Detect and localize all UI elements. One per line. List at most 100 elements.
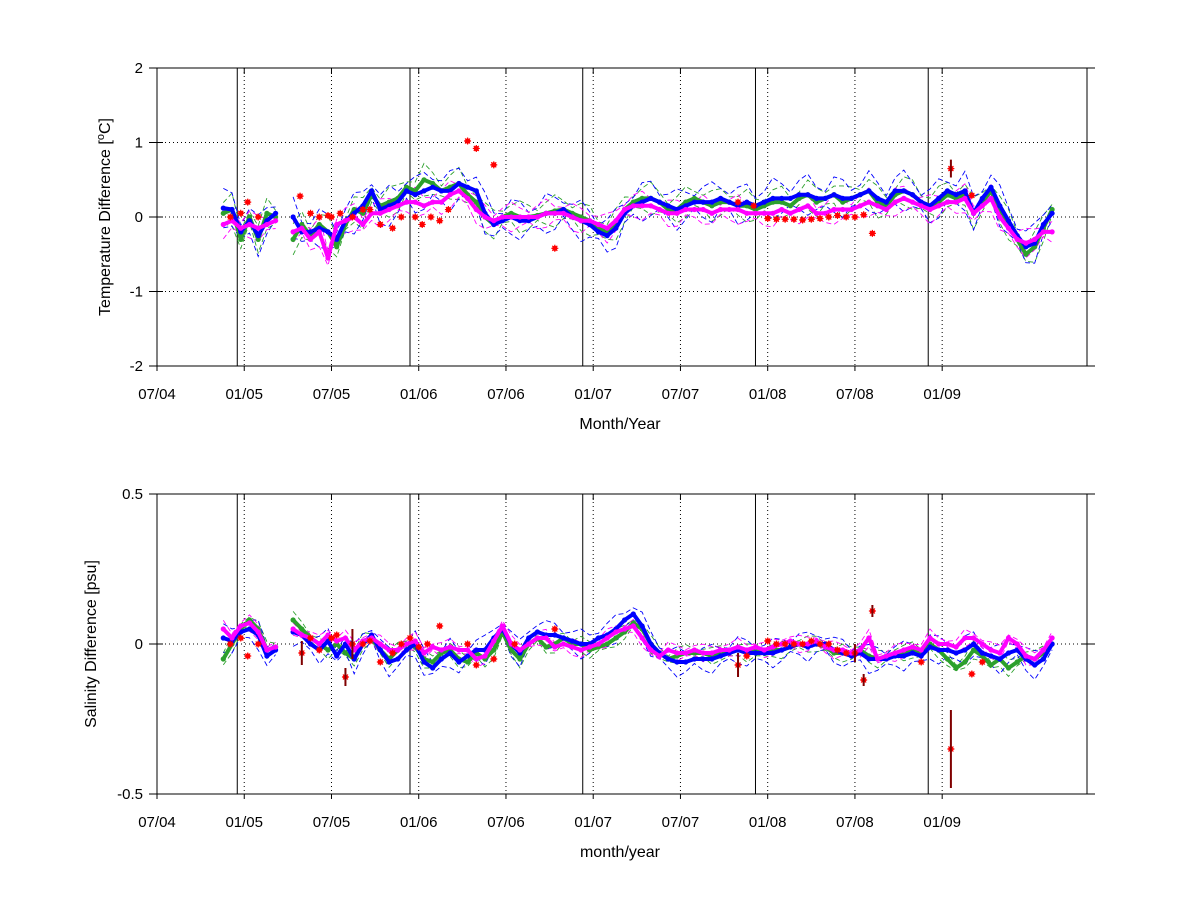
- salinity-magenta-point: [273, 644, 279, 650]
- salinity-magenta-point: [595, 641, 602, 647]
- temperature-magenta-point: [901, 195, 907, 201]
- temperature-red-point: [825, 213, 833, 221]
- temperature-red-point: [968, 191, 976, 199]
- salinity-magenta-point: [892, 650, 898, 656]
- salinity-blue-point: [927, 644, 933, 650]
- temperature-magenta-point: [342, 218, 348, 224]
- temperature-red-point: [307, 209, 315, 217]
- salinity-series: [220, 611, 1055, 671]
- temperature-blue-point: [805, 192, 811, 198]
- temperature-magenta-point: [805, 203, 811, 209]
- salinity-blue-point: [595, 635, 602, 641]
- salinity-green-point: [220, 656, 226, 662]
- salinity-red-point: [799, 640, 807, 648]
- temperature-magenta-point: [587, 218, 593, 224]
- salinity-red-point: [415, 643, 423, 651]
- salinity-magenta-point: [744, 647, 750, 653]
- salinity-green-point: [988, 662, 994, 668]
- temperature-blue-point: [822, 195, 828, 201]
- salinity-magenta-point: [700, 650, 706, 656]
- temperature-magenta-point: [744, 210, 750, 216]
- salinity-magenta-point: [639, 635, 645, 641]
- temperature-magenta-point: [953, 199, 959, 205]
- temperature-red-point: [397, 213, 405, 221]
- temperature-blue-point: [1040, 221, 1046, 228]
- temperature-red-point: [772, 215, 780, 223]
- temperature-x-tick-label-4: 07/06: [487, 386, 525, 403]
- salinity-blue-point: [770, 650, 776, 656]
- salinity-blue-point: [395, 656, 401, 662]
- salinity-magenta-point: [491, 638, 497, 644]
- salinity-green-point: [953, 665, 959, 671]
- temperature-magenta-point: [1032, 236, 1038, 242]
- temperature-y-tick-label-4: 2: [135, 60, 143, 77]
- salinity-magenta-point: [290, 626, 296, 632]
- temperature-red-point: [366, 206, 374, 214]
- temperature-green-point: [691, 195, 698, 201]
- temperature-x-tick-label-8: 07/08: [836, 386, 874, 403]
- temperature-red-point: [359, 206, 367, 214]
- temperature-magenta-point: [1049, 229, 1055, 235]
- temperature-red-point: [226, 213, 234, 221]
- temperature-magenta-point: [866, 199, 872, 205]
- temperature-blue-point: [246, 218, 253, 224]
- temperature-blue-band-lower-1: [292, 192, 1053, 264]
- temperature-green-point: [840, 199, 846, 205]
- temperature-magenta-point: [273, 218, 279, 224]
- temperature-magenta-point: [630, 203, 636, 209]
- temperature-x-tick-label-1: 01/05: [225, 386, 263, 403]
- temperature-y-tick-label-3: 1: [135, 135, 143, 152]
- salinity-blue-point: [552, 632, 558, 638]
- temperature-magenta-point: [569, 214, 575, 220]
- salinity-green-point: [325, 647, 331, 653]
- temperature-magenta-point: [534, 214, 541, 220]
- temperature-blue-point: [1005, 218, 1012, 224]
- salinity-magenta-point: [456, 647, 462, 653]
- temperature-red-point: [842, 213, 850, 221]
- salinity-blue-point: [569, 638, 575, 644]
- temperature-red-point: [411, 213, 419, 221]
- salinity-magenta-point: [430, 644, 436, 650]
- salinity-blue-point: [997, 656, 1003, 662]
- temperature-red-point: [376, 220, 384, 228]
- temperature-red-point: [860, 211, 868, 219]
- salinity-magenta-point: [953, 644, 959, 650]
- salinity-red-point: [244, 652, 252, 660]
- salinity-red-point: [833, 646, 841, 654]
- temperature-magenta-point: [639, 203, 645, 209]
- temperature-green-point: [290, 236, 296, 242]
- temperature-y-tick-label-1: -1: [130, 284, 143, 301]
- salinity-red-point: [825, 640, 833, 648]
- temperature-x-axis-label: Month/Year: [579, 416, 661, 433]
- temperature-y-axis-label-part2: C]: [97, 118, 114, 134]
- temperature-magenta-point: [997, 214, 1003, 220]
- temperature-magenta-point: [220, 221, 226, 228]
- temperature-y-tick-label-0: -2: [130, 358, 143, 375]
- temperature-blue-point: [988, 184, 994, 190]
- temperature-blue-point: [255, 233, 261, 239]
- salinity-magenta-point: [962, 635, 968, 641]
- temperature-red-point: [764, 214, 772, 222]
- temperature-magenta-point: [264, 221, 270, 228]
- temperature-blue-point: [770, 195, 776, 201]
- temperature-magenta-point: [709, 210, 715, 216]
- salinity-magenta-point: [613, 629, 619, 635]
- temperature-blue-point: [1023, 244, 1029, 250]
- temperature-blue-point: [944, 188, 951, 194]
- temperature-red-point: [851, 213, 859, 221]
- temperature-red-point: [327, 213, 335, 221]
- temperature-blue-point: [1049, 210, 1055, 216]
- salinity-red-point: [842, 649, 850, 657]
- temperature-magenta-point: [578, 218, 584, 224]
- salinity-magenta-point: [726, 647, 732, 653]
- salinity-error-bars: [300, 605, 952, 788]
- temperature-green-point: [255, 236, 261, 242]
- salinity-magenta-point: [246, 620, 253, 626]
- temperature-blue-point: [334, 236, 340, 242]
- salinity-red-point: [551, 625, 559, 633]
- salinity-green-point: [290, 617, 296, 623]
- temperature-green-point: [508, 210, 514, 216]
- salinity-magenta-point: [238, 623, 244, 629]
- salinity-blue-point: [1032, 662, 1038, 668]
- salinity-magenta-point: [648, 647, 654, 653]
